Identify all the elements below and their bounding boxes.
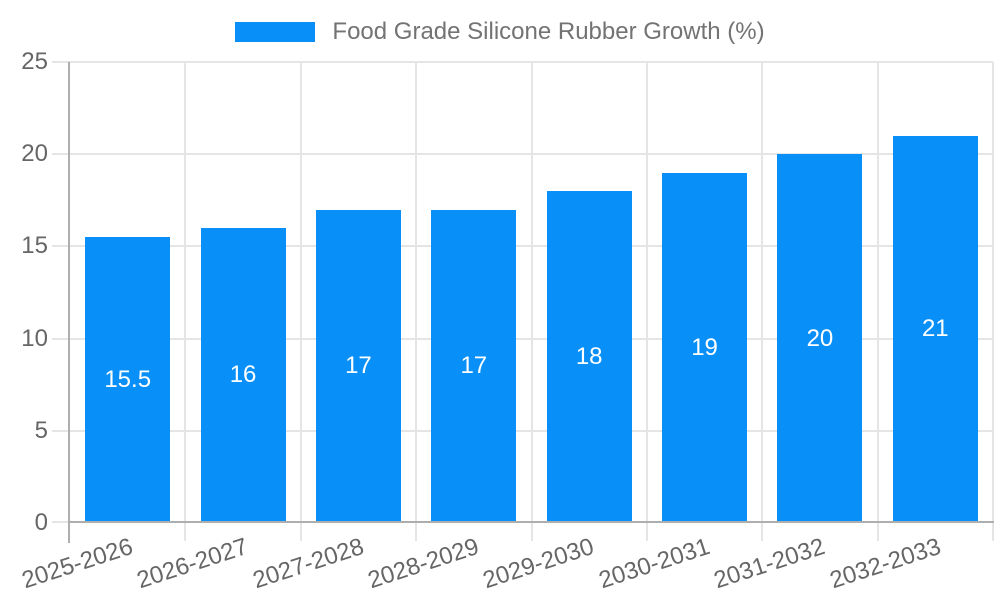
x-axis-line (68, 521, 994, 523)
x-axis-tick-label: 2029-2030 (480, 533, 598, 595)
bar-value-label: 17 (460, 352, 488, 380)
x-axis-tick-label: 2031-2032 (710, 533, 829, 595)
x-band-gridline (299, 62, 302, 541)
bar-value-label: 18 (575, 343, 603, 371)
bar-2030-2031[interactable] (662, 172, 748, 523)
bar-2031-2032[interactable] (777, 154, 863, 523)
bar-value-label: 15.5 (104, 366, 152, 394)
bar-value-label: 21 (921, 315, 949, 343)
y-axis-line (68, 62, 70, 543)
y-axis-tick-label: 15 (21, 232, 48, 260)
x-axis-tick-label: 2032-2033 (826, 533, 944, 595)
y-gridline (52, 429, 993, 432)
y-axis-tick-label: 25 (21, 48, 48, 75)
bar-2026-2027[interactable] (200, 227, 286, 523)
y-axis-tick-label: 20 (21, 140, 48, 168)
legend-label: Food Grade Silicone Rubber Growth (%) (332, 18, 765, 45)
y-gridline (52, 337, 993, 340)
bar-value-label: 20 (806, 324, 834, 352)
x-band-gridline (530, 62, 533, 541)
y-axis-tick-label: 10 (21, 324, 48, 352)
bar-value-label: 19 (691, 333, 718, 361)
bar-2028-2029[interactable] (431, 209, 517, 523)
x-axis-tick-label: 2027-2028 (249, 533, 367, 595)
bar-2027-2028[interactable] (315, 209, 401, 523)
y-axis-tick-label: 0 (34, 509, 48, 536)
chart-legend[interactable]: Food Grade Silicone Rubber Growth (%) (0, 20, 1000, 44)
x-band-gridline (184, 62, 187, 541)
x-axis-tick-label: 2025-2026 (18, 533, 137, 595)
bar-2029-2030[interactable] (546, 191, 632, 523)
bar-2025-2026[interactable] (85, 237, 171, 523)
bar-value-label: 16 (229, 361, 257, 389)
x-band-gridline (645, 62, 648, 541)
bar-2032-2033[interactable] (892, 135, 978, 523)
y-gridline (52, 153, 993, 156)
x-axis-tick-label: 2026-2027 (133, 533, 252, 595)
x-band-gridline (415, 62, 418, 541)
y-gridline (52, 245, 993, 248)
x-band-gridline (992, 62, 994, 541)
y-tick-mark (52, 521, 70, 523)
x-axis-tick-label: 2028-2029 (364, 533, 483, 595)
y-gridline (52, 61, 993, 63)
bar-value-label: 17 (345, 352, 372, 380)
x-band-gridline (876, 62, 879, 541)
legend-swatch-icon (235, 22, 316, 42)
x-axis-tick-label: 2030-2031 (595, 533, 713, 595)
y-axis-tick-label: 5 (34, 416, 48, 444)
x-band-gridline (761, 62, 764, 541)
